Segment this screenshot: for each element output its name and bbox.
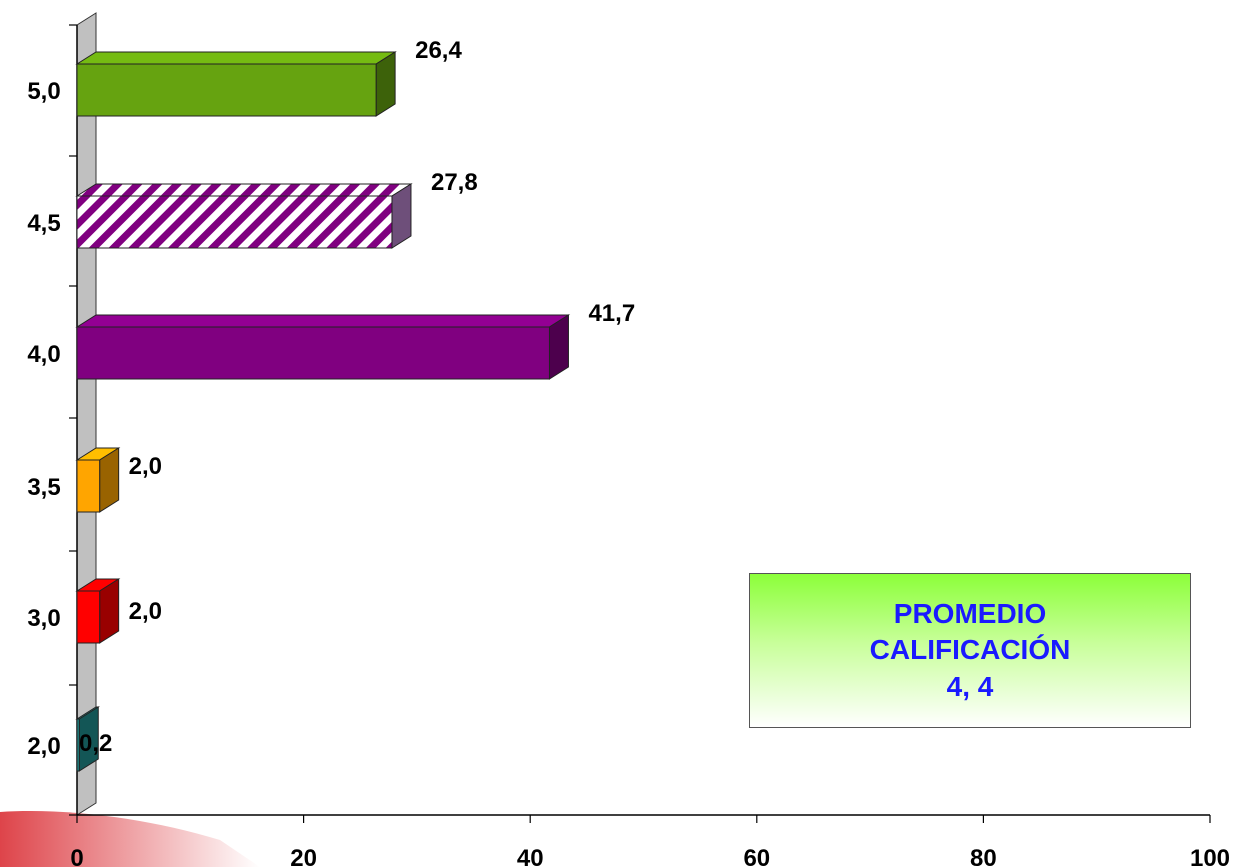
callout-title: PROMEDIO <box>893 597 1047 629</box>
data-label: 2,0 <box>129 453 162 480</box>
bar <box>75 183 413 249</box>
bar-top-face <box>75 183 413 197</box>
x-tick-label: 60 <box>743 845 770 867</box>
bar <box>75 51 397 117</box>
bar-front-face <box>76 718 80 772</box>
data-label: 26,4 <box>415 37 462 64</box>
average-rating-callout: PROMEDIO CALIFICACIÓN 4, 4 <box>749 573 1191 728</box>
bar <box>75 706 100 772</box>
bar-top-face <box>75 314 571 328</box>
y-tick-label: 4,5 <box>27 210 60 237</box>
data-label: 2,0 <box>129 598 162 625</box>
y-tick-label: 4,0 <box>27 341 60 368</box>
x-tick-label: 40 <box>517 845 544 867</box>
y-tick-label: 2,0 <box>27 733 60 760</box>
x-tick-label: 80 <box>970 845 997 867</box>
data-label: 41,7 <box>588 300 635 327</box>
x-tick-label: 20 <box>290 845 317 867</box>
bar <box>75 314 571 380</box>
bar-top-face <box>75 51 397 65</box>
x-tick-label: 100 <box>1190 845 1230 867</box>
x-tick-label: 0 <box>70 845 83 867</box>
bar-front-face <box>76 326 550 380</box>
y-axis-wall <box>76 12 97 816</box>
background-swoosh <box>0 811 260 867</box>
data-label: 27,8 <box>431 169 478 196</box>
bar-front-face <box>76 195 393 249</box>
bar <box>75 578 121 644</box>
y-tick-label: 3,0 <box>27 605 60 632</box>
y-tick-label: 5,0 <box>27 78 60 105</box>
bar <box>75 447 121 513</box>
bar-front-face <box>76 590 101 644</box>
bar-front-face <box>76 63 377 117</box>
callout-subtitle: CALIFICACIÓN <box>869 634 1071 666</box>
bar-front-face <box>76 459 101 513</box>
callout-value: 4, 4 <box>946 670 994 702</box>
y-tick-label: 3,5 <box>27 474 60 501</box>
data-label: 0,2 <box>79 730 112 757</box>
